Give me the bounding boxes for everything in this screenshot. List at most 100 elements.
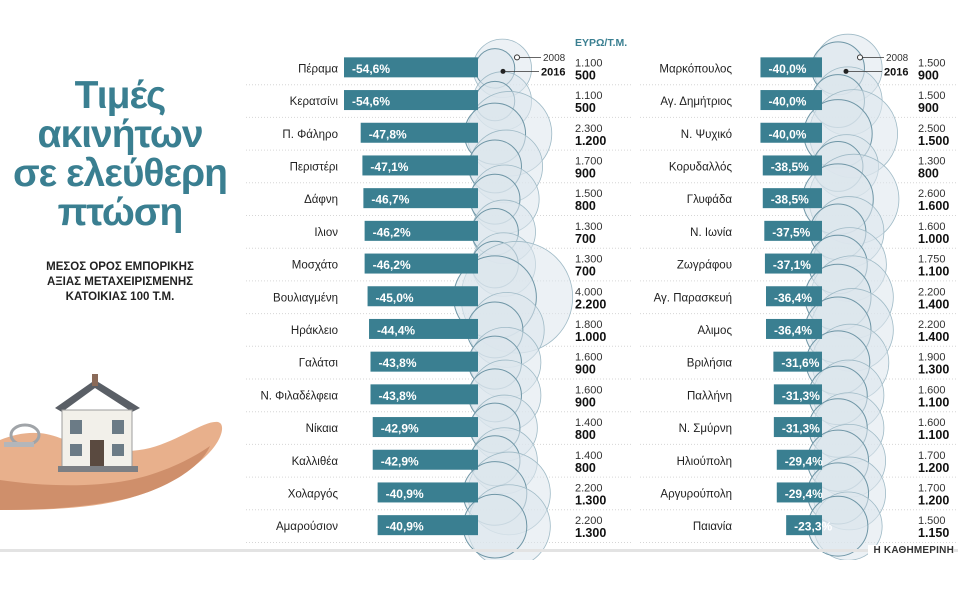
price-2016-label: 1.200 (918, 461, 949, 475)
price-2016-label: 900 (575, 395, 596, 409)
bar (364, 253, 478, 274)
bar (762, 155, 822, 176)
house-door (90, 440, 104, 468)
price-2008-label: 1.500 (918, 90, 946, 102)
price-2016-label: 800 (575, 461, 596, 475)
price-2008-label: 2.500 (918, 123, 946, 135)
price-2008-label: 2.200 (918, 319, 946, 331)
bar-value-label: -36,4% (774, 323, 812, 337)
bar (760, 57, 822, 78)
legend-2016-label: 2016 (541, 66, 565, 78)
house-roof (55, 380, 140, 412)
category-label: Ν. Ιωνία (690, 227, 732, 239)
source-credit: Η ΚΑΘΗΜΕΡΙΝΗ (867, 545, 954, 556)
category-label: Νίκαια (306, 423, 339, 435)
price-2008-label: 1.300 (575, 254, 603, 266)
bar-value-label: -47,1% (370, 160, 408, 174)
bar (776, 482, 822, 503)
house-window (112, 444, 124, 456)
bar-value-label: -23,3% (794, 520, 832, 534)
price-2008-label: 1.500 (575, 188, 603, 200)
price-2016-label: 500 (575, 101, 596, 115)
bar (760, 122, 822, 143)
bar (764, 220, 822, 241)
price-2008-label: 1.750 (918, 254, 946, 266)
price-2016-label: 900 (918, 101, 939, 115)
subtitle-line: ΜΕΣΟΣ ΟΡΟΣ ΕΜΠΟΡΙΚΗΣ (46, 261, 194, 273)
price-2008-label: 1.600 (575, 384, 603, 396)
price-2016-label: 1.600 (918, 199, 949, 213)
price-2016-label: 1.300 (918, 363, 949, 377)
bar (762, 188, 822, 209)
bar (773, 384, 822, 405)
price-2008-label: 1.600 (575, 352, 603, 364)
price-2016-label: 1.100 (918, 395, 949, 409)
bar-value-label: -46,2% (373, 225, 411, 239)
category-label: Ν. Σμύρνη (679, 423, 732, 435)
price-2016-label: 700 (575, 265, 596, 279)
price-2008-label: 2.200 (575, 482, 603, 494)
bar-value-label: -40,0% (768, 62, 806, 76)
bar (776, 449, 822, 470)
category-label: Μαρκόπουλος (659, 63, 732, 75)
bar (377, 482, 478, 503)
title-line: ακινήτων (37, 113, 203, 156)
price-2016-label: 1.000 (575, 330, 606, 344)
price-2016-label: 1.100 (918, 265, 949, 279)
bar (370, 351, 478, 372)
category-label: Περιστέρι (290, 161, 339, 173)
price-2008-label: 1.700 (575, 155, 603, 167)
category-label: Αμαρούσιον (276, 521, 338, 533)
price-2008-label: 1.100 (575, 90, 603, 102)
bar-value-label: -46,2% (373, 258, 411, 272)
category-label: Ζωγράφου (677, 260, 732, 272)
price-2008-label: 1.600 (918, 384, 946, 396)
legend-2008-marker (857, 54, 863, 61)
bar (363, 188, 478, 209)
price-2008-label: 1.300 (918, 155, 946, 167)
price-2008-label: 2.200 (575, 515, 603, 527)
price-2008-label: 1.100 (575, 57, 603, 69)
category-label: Βριλήσια (687, 358, 733, 370)
house-in-hand-illustration (0, 374, 223, 510)
category-label: Καλλιθέα (292, 456, 339, 468)
category-label: Ηράκλειο (291, 325, 338, 337)
price-2008-label: 1.400 (575, 417, 603, 429)
price-2016-label: 800 (575, 199, 596, 213)
bar-value-label: -40,9% (386, 520, 424, 534)
category-label: Αργυρούπολη (660, 488, 732, 500)
bar-value-label: -47,8% (369, 127, 407, 141)
category-label: Δάφνη (304, 194, 338, 206)
price-2008-label: 1.700 (918, 482, 946, 494)
footer-divider (0, 549, 958, 552)
bar-value-label: -40,0% (768, 95, 806, 109)
price-2016-label: 1.300 (575, 526, 606, 540)
bar-value-label: -31,3% (782, 389, 820, 403)
bar (372, 417, 478, 438)
title-line: Τιμές (74, 74, 167, 117)
legend-2008-label: 2008 (543, 53, 566, 64)
price-2016-label: 900 (575, 166, 596, 180)
bar (369, 318, 478, 339)
price-2008-label: 1.700 (918, 450, 946, 462)
price-2008-label: 1.500 (918, 57, 946, 69)
bar (360, 122, 478, 143)
bar-value-label: -37,1% (773, 258, 811, 272)
bar (766, 318, 822, 339)
bar (372, 449, 478, 470)
category-label: Ν. Ψυχικό (681, 129, 732, 141)
price-2016-label: 2.200 (575, 297, 606, 311)
bar-value-label: -31,3% (782, 422, 820, 436)
bar-value-label: -43,8% (379, 356, 417, 370)
price-2016-label: 800 (918, 166, 939, 180)
category-label: Μοσχάτο (292, 260, 338, 272)
price-2016-label: 500 (575, 68, 596, 82)
house-window (70, 420, 82, 434)
category-label: Πέραμα (298, 63, 338, 75)
bar-value-label: -40,0% (768, 127, 806, 141)
bar-value-label: -31,6% (781, 356, 819, 370)
category-label: Ιλιον (314, 227, 338, 239)
bar (773, 351, 822, 372)
bar-value-label: -42,9% (381, 454, 419, 468)
